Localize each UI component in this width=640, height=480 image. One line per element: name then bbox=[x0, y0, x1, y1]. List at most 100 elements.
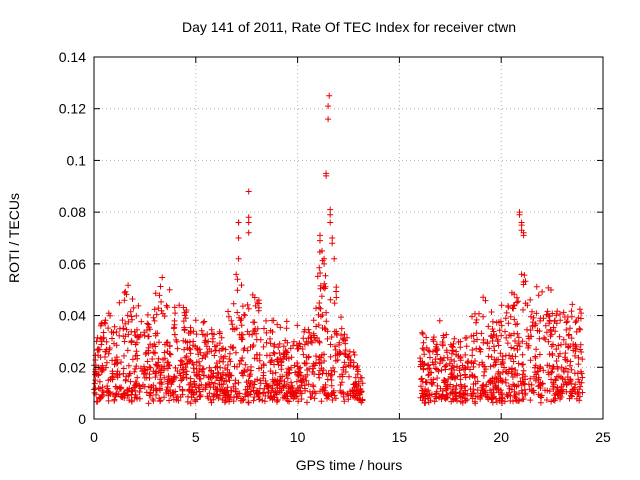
data-point bbox=[532, 353, 539, 360]
data-point bbox=[111, 340, 117, 347]
data-point bbox=[340, 393, 347, 400]
data-point bbox=[226, 369, 233, 376]
data-point bbox=[159, 274, 166, 281]
data-point bbox=[127, 308, 134, 315]
data-point bbox=[548, 369, 555, 376]
data-point bbox=[578, 370, 585, 377]
data-point bbox=[225, 308, 232, 315]
data-point bbox=[98, 336, 105, 342]
data-point bbox=[572, 381, 579, 388]
data-point bbox=[509, 305, 516, 312]
data-point bbox=[156, 339, 162, 346]
data-point bbox=[263, 352, 270, 359]
data-point bbox=[459, 362, 466, 369]
data-point bbox=[536, 328, 543, 335]
data-point bbox=[267, 393, 274, 400]
data-point bbox=[109, 373, 116, 380]
data-point bbox=[553, 346, 560, 353]
data-point bbox=[577, 315, 584, 322]
data-point bbox=[91, 380, 98, 387]
data-point bbox=[447, 371, 454, 378]
data-point bbox=[222, 365, 228, 372]
y-tick-label: 0.02 bbox=[59, 359, 86, 375]
data-point bbox=[95, 346, 102, 353]
data-point bbox=[484, 339, 491, 346]
data-point bbox=[342, 363, 349, 370]
data-point bbox=[263, 317, 269, 324]
data-point bbox=[579, 356, 586, 363]
data-point bbox=[167, 351, 174, 358]
data-point bbox=[513, 299, 520, 306]
data-point bbox=[557, 311, 563, 317]
data-point bbox=[283, 325, 290, 332]
data-point bbox=[326, 92, 333, 99]
data-point bbox=[480, 294, 487, 301]
data-point bbox=[568, 308, 575, 315]
data-points bbox=[91, 92, 586, 407]
data-point bbox=[249, 343, 256, 350]
data-point bbox=[237, 397, 244, 404]
data-point bbox=[204, 349, 211, 356]
data-point bbox=[575, 376, 582, 383]
data-point bbox=[265, 389, 272, 396]
data-point bbox=[166, 343, 173, 350]
data-point bbox=[569, 393, 576, 400]
data-point bbox=[325, 393, 332, 400]
data-point bbox=[486, 345, 493, 352]
data-point bbox=[458, 385, 465, 392]
data-point bbox=[152, 374, 159, 381]
data-point bbox=[201, 372, 208, 379]
data-point bbox=[236, 361, 243, 367]
data-point bbox=[537, 364, 544, 371]
data-point bbox=[314, 335, 321, 341]
data-point bbox=[474, 378, 481, 385]
data-point bbox=[560, 386, 566, 393]
data-point bbox=[306, 329, 313, 336]
data-point bbox=[150, 397, 157, 404]
data-point bbox=[115, 391, 122, 398]
data-point bbox=[199, 368, 206, 375]
data-point bbox=[338, 314, 344, 321]
data-point bbox=[317, 232, 323, 239]
data-point bbox=[512, 353, 519, 360]
data-point bbox=[94, 347, 101, 353]
data-point bbox=[327, 341, 334, 348]
data-point bbox=[496, 327, 503, 334]
data-point bbox=[122, 288, 129, 295]
data-point bbox=[327, 372, 334, 379]
data-point bbox=[463, 343, 470, 350]
data-point bbox=[300, 351, 307, 358]
data-point bbox=[202, 337, 209, 344]
data-point bbox=[535, 368, 542, 375]
data-point bbox=[316, 339, 323, 346]
data-point bbox=[145, 333, 152, 340]
data-point bbox=[560, 309, 567, 316]
data-point bbox=[274, 358, 281, 365]
data-point bbox=[298, 396, 305, 402]
data-point bbox=[440, 377, 447, 384]
data-point bbox=[231, 394, 237, 400]
data-point bbox=[305, 340, 312, 347]
data-point bbox=[92, 368, 99, 375]
data-point bbox=[322, 326, 329, 333]
data-point bbox=[155, 359, 162, 366]
data-point bbox=[431, 398, 438, 405]
data-point bbox=[97, 335, 104, 342]
data-point bbox=[349, 387, 356, 394]
data-point bbox=[193, 373, 200, 380]
data-point bbox=[185, 393, 191, 400]
data-point bbox=[327, 211, 334, 218]
data-point bbox=[351, 351, 358, 358]
data-point bbox=[277, 355, 284, 362]
data-point bbox=[489, 318, 496, 325]
data-point bbox=[352, 374, 359, 381]
data-point bbox=[144, 327, 150, 334]
data-point bbox=[183, 360, 190, 367]
data-point bbox=[243, 390, 250, 397]
data-point bbox=[232, 385, 239, 392]
data-point bbox=[337, 350, 344, 356]
data-point bbox=[533, 310, 540, 317]
data-point bbox=[254, 388, 261, 395]
data-point bbox=[548, 398, 555, 405]
data-point bbox=[255, 304, 262, 311]
